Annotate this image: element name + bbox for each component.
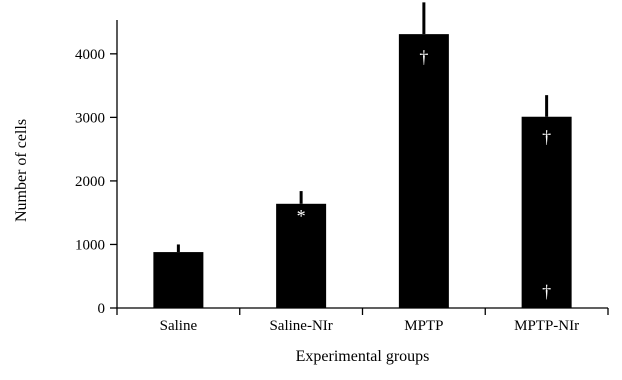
significance-marker: * [297,206,306,226]
y-tick-label: 4000 [75,47,105,63]
x-tick-label: Saline [160,318,198,334]
bar [521,116,572,308]
y-tick-label: 2000 [75,174,105,190]
y-tick-label: 0 [98,301,106,317]
x-tick-label: MPTP [404,318,443,334]
bar [153,252,204,308]
x-axis-title: Experimental groups [296,348,430,365]
y-axis-title: Number of cells [13,119,30,222]
y-tick-label: 1000 [75,237,105,253]
significance-marker: † [542,281,551,301]
x-tick-label: MPTP-NIr [514,318,579,334]
significance-marker: † [542,127,551,147]
bar [398,34,449,309]
x-tick-label: Saline-NIr [269,318,332,334]
y-tick-label: 3000 [75,110,105,126]
bar [276,203,327,308]
significance-marker: † [419,47,428,67]
plot-area: 0 1000 2000 3000 4000 Saline Saline-NIr MPTP MPT… [75,2,609,334]
